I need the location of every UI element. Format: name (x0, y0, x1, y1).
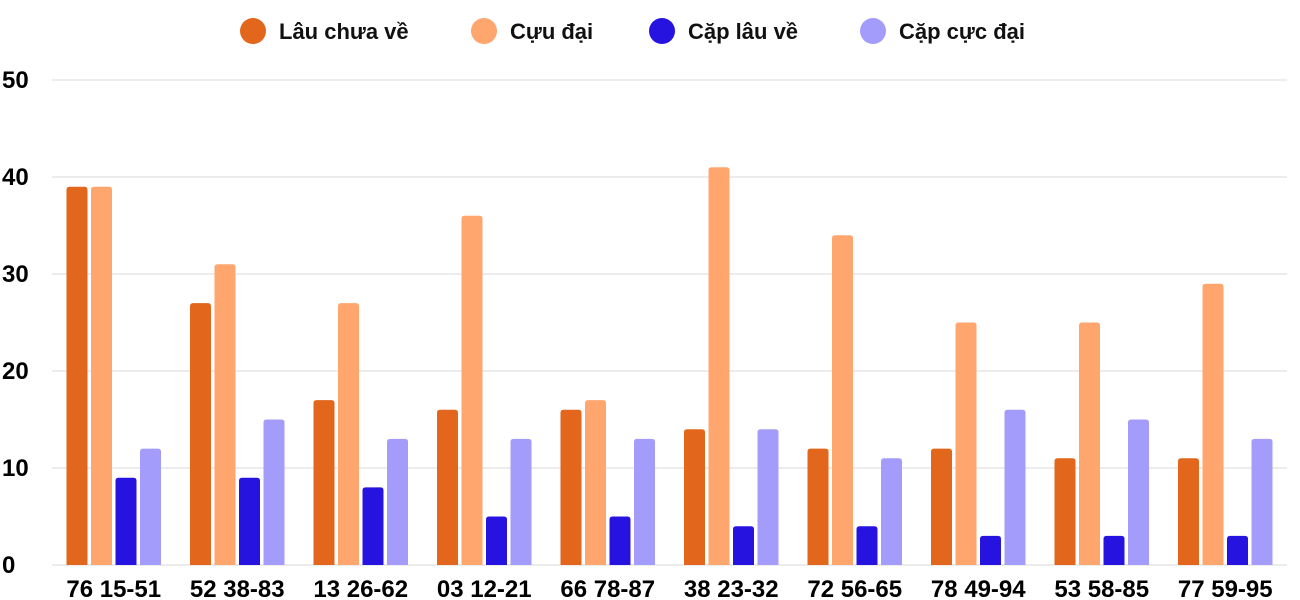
x-category-label: 38 23-32 (684, 576, 779, 600)
legend-marker (471, 18, 497, 44)
x-axis-categories: 76 15-51 52 38-83 13 26-62 03 12-21 66 78-87… (66, 576, 1272, 600)
bar (881, 458, 902, 565)
bar-group (190, 264, 285, 565)
bar-group (1054, 322, 1149, 565)
bar (1178, 458, 1199, 565)
y-tick-label: 30 (2, 261, 29, 288)
bar (66, 186, 88, 565)
bar (1227, 535, 1248, 565)
bar (1004, 409, 1026, 565)
bar (807, 448, 829, 565)
legend-item: Lâu chưa về (240, 18, 409, 44)
bar (1054, 458, 1076, 565)
bar-group (1178, 283, 1273, 565)
bar (461, 215, 483, 566)
x-category-label: 53 58-85 (1054, 576, 1149, 600)
bar (832, 235, 853, 565)
bar (708, 167, 730, 566)
bar (931, 448, 952, 565)
bar (1103, 535, 1125, 565)
bar (980, 535, 1001, 565)
bar (190, 303, 211, 565)
bar (733, 526, 754, 565)
legend-label: Lâu chưa về (279, 19, 409, 44)
bar (1128, 419, 1149, 565)
bar (387, 438, 408, 565)
bar-group (66, 186, 161, 565)
bar (684, 429, 705, 565)
bar (362, 487, 384, 565)
bar (263, 419, 285, 565)
x-category-label: 77 59-95 (1178, 576, 1273, 600)
legend-label: Cựu đại (510, 19, 593, 44)
bar (486, 516, 507, 565)
legend-marker (860, 18, 886, 44)
bar (313, 400, 335, 565)
bar (634, 438, 655, 565)
bar (140, 448, 161, 565)
bar-group (560, 400, 655, 565)
legend-label: Cặp cực đại (899, 19, 1025, 44)
bar-group (931, 322, 1026, 565)
bar-group (437, 215, 532, 566)
bar (115, 477, 137, 565)
bar (560, 409, 582, 565)
x-category-label: 78 49-94 (931, 576, 1026, 600)
bar (239, 477, 260, 565)
y-tick-label: 20 (2, 358, 29, 385)
grid-lines (52, 79, 1287, 566)
x-category-label: 13 26-62 (313, 576, 408, 600)
bar (214, 264, 236, 565)
bar (609, 516, 631, 565)
legend-item: Cặp lâu về (649, 18, 798, 44)
x-category-label: 52 38-83 (190, 576, 285, 600)
bar (585, 400, 606, 565)
legend-label: Cặp lâu về (688, 19, 798, 44)
x-category-label: 76 15-51 (66, 576, 161, 600)
bar (1079, 322, 1100, 565)
bar (955, 322, 977, 565)
y-tick-label: 40 (2, 164, 29, 191)
x-category-label: 72 56-65 (807, 576, 902, 600)
legend-item: Cựu đại (471, 18, 593, 44)
bar (1202, 283, 1224, 565)
y-tick-label: 0 (2, 552, 15, 579)
bar (437, 409, 458, 565)
bar-group (313, 303, 408, 565)
legend: Lâu chưa về Cựu đại Cặp lâu về Cặp cực đại (240, 18, 1025, 44)
x-category-label: 66 78-87 (560, 576, 655, 600)
bar (338, 303, 359, 565)
bar (757, 429, 779, 565)
bar (856, 526, 878, 565)
y-tick-label: 10 (2, 455, 29, 482)
x-category-label: 03 12-21 (437, 576, 532, 600)
bar (91, 186, 112, 565)
y-tick-label: 50 (2, 67, 29, 94)
bar (1251, 438, 1273, 565)
legend-marker (649, 18, 675, 44)
bar (510, 438, 532, 565)
y-axis-ticks: 0 10 20 30 40 50 (2, 67, 29, 579)
bar-group (807, 235, 902, 565)
bar-group (684, 167, 779, 566)
bars (66, 167, 1273, 566)
legend-item: Cặp cực đại (860, 18, 1025, 44)
legend-marker (240, 18, 266, 44)
